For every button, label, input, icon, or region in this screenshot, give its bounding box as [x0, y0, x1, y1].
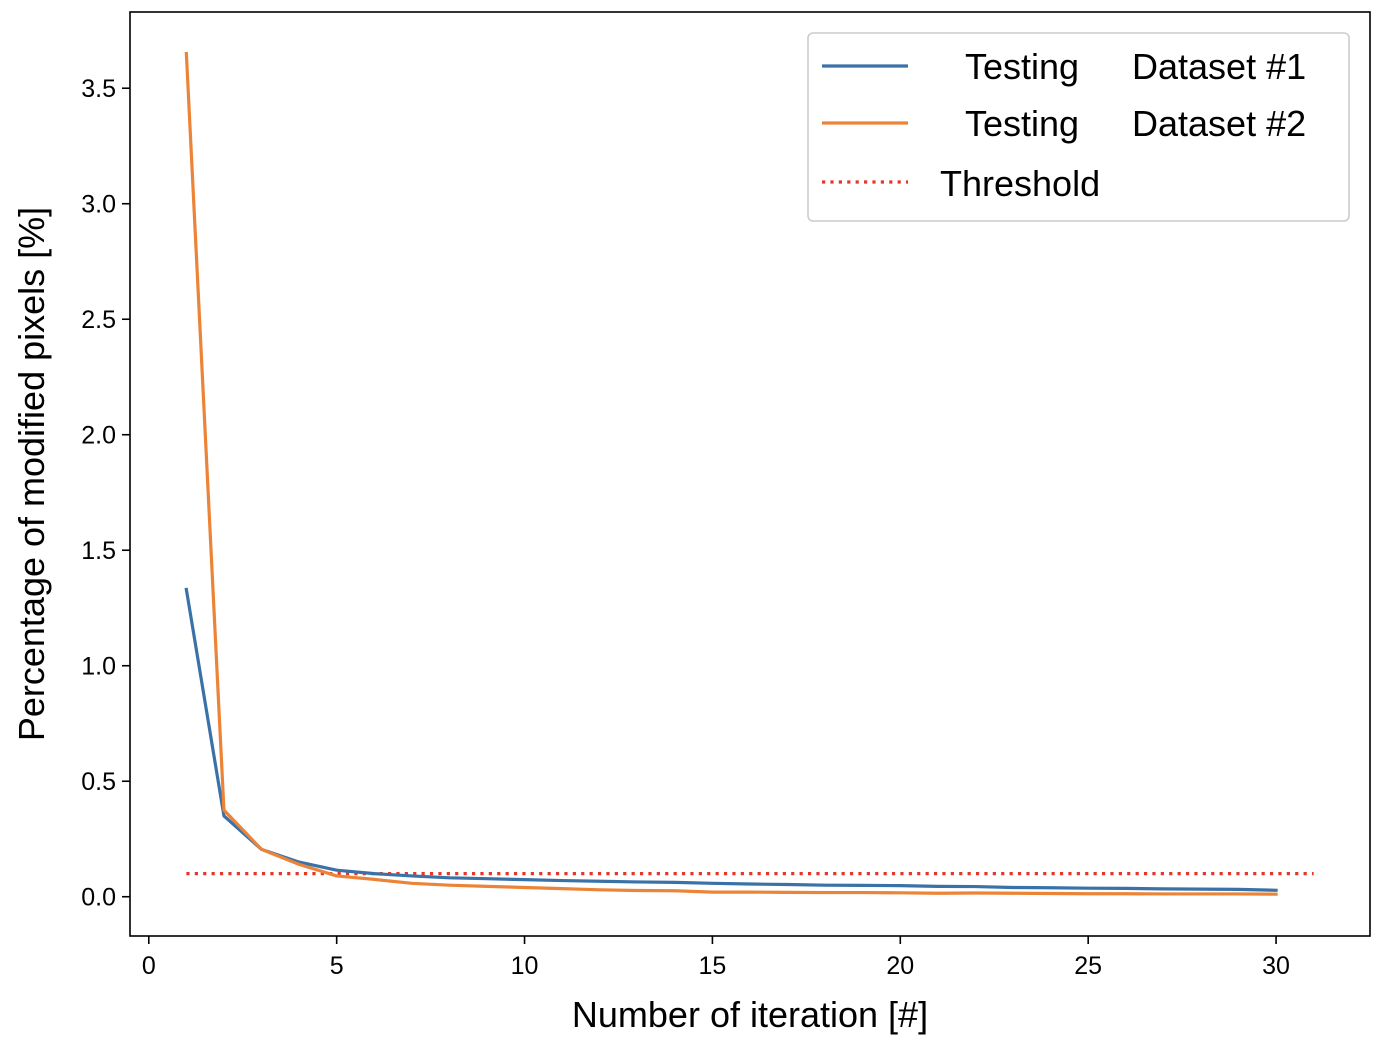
legend-label-dataset-1-part-1: Testing	[965, 46, 1079, 87]
y-tick-label: 3.0	[81, 191, 116, 219]
y-tick-label: 2.5	[81, 306, 116, 334]
x-tick-label: 30	[1262, 952, 1290, 980]
x-tick-label: 15	[699, 952, 727, 980]
series-line-testing-dataset-2	[184, 51, 1278, 896]
plot-frame	[129, 11, 1371, 937]
y-tick-label: 3.5	[81, 75, 116, 103]
x-tick-label: 5	[330, 952, 344, 980]
x-axis-label: Number of iteration [#]	[572, 994, 928, 1035]
legend: Testing Dataset #1 Testing Dataset #2 Th…	[807, 32, 1350, 222]
y-axis-ticks: 0.0 0.5 1.0 1.5 2.0 2.5 3.0 3.5	[81, 75, 130, 912]
legend-label-dataset-2-part-2: Dataset #2	[1132, 103, 1306, 144]
y-tick-label: 0.5	[81, 768, 116, 796]
y-axis-label: Percentage of modified pixels [%]	[11, 207, 52, 741]
x-axis-ticks: 0 5 10 15 20 25 30	[142, 936, 1290, 980]
series-line-testing-dataset-1	[184, 587, 1278, 892]
legend-box	[807, 32, 1350, 222]
series-layer	[184, 51, 1314, 896]
x-tick-label: 10	[511, 952, 539, 980]
x-tick-label: 20	[886, 952, 914, 980]
y-tick-label: 0.0	[81, 884, 116, 912]
legend-label-dataset-2-part-1: Testing	[965, 103, 1079, 144]
legend-label-dataset-1-part-2: Dataset #1	[1132, 46, 1306, 87]
x-tick-label: 0	[142, 952, 156, 980]
legend-label-threshold: Threshold	[940, 163, 1100, 204]
y-tick-label: 1.0	[81, 653, 116, 681]
y-tick-label: 2.0	[81, 422, 116, 450]
x-tick-label: 25	[1074, 952, 1102, 980]
y-tick-label: 1.5	[81, 537, 116, 565]
